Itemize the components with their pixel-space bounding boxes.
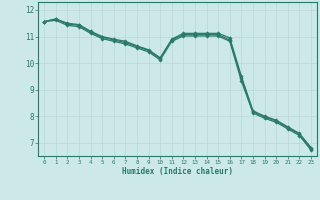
X-axis label: Humidex (Indice chaleur): Humidex (Indice chaleur)	[122, 167, 233, 176]
